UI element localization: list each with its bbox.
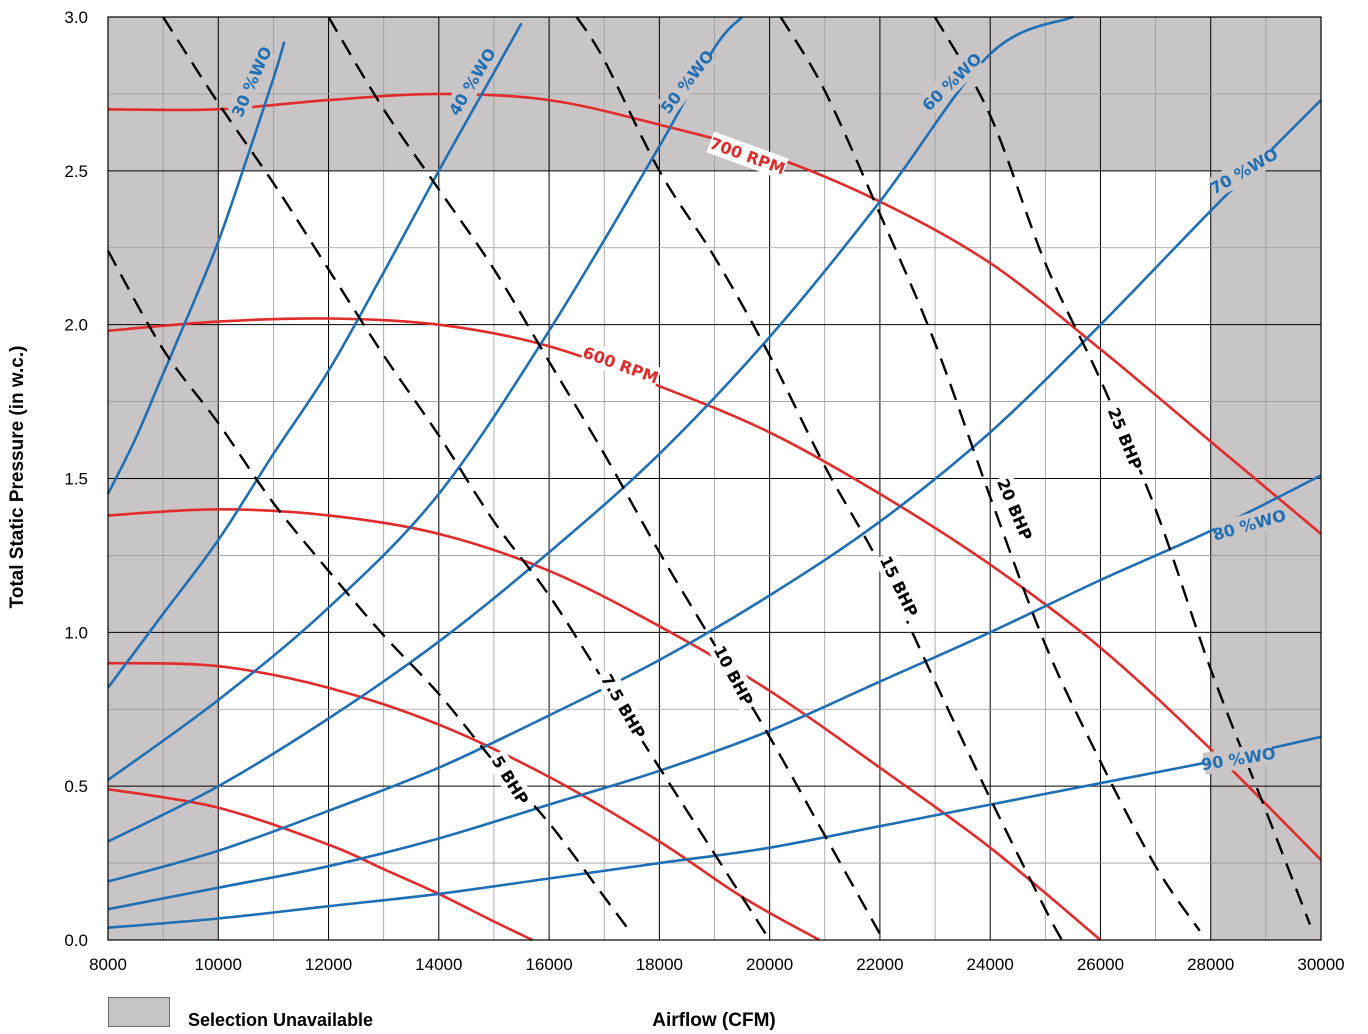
curve-label-15-bhp: 15 BHP [874, 550, 925, 623]
curve-label-20-bhp: 20 BHP [991, 473, 1039, 546]
x-tick-label: 18000 [636, 955, 683, 974]
x-tick-label: 8000 [89, 955, 127, 974]
y-tick-label: 2.5 [64, 162, 88, 181]
x-tick-label: 24000 [967, 955, 1014, 974]
legend-swatch-unavailable [108, 997, 170, 1027]
series-bhp-7-5-bhp [162, 16, 771, 941]
curve-label-background [1208, 143, 1280, 198]
x-tick-label: 10000 [195, 955, 242, 974]
x-tick-label: 28000 [1187, 955, 1234, 974]
series-wo-30-wo [106, 41, 286, 495]
series-wo-40-wo [106, 22, 523, 689]
y-tick-label: 1.0 [64, 623, 88, 642]
series-bhp-10-bhp [327, 16, 881, 935]
series-bhp-5-bhp [106, 250, 633, 935]
legend-label-unavailable: Selection Unavailable [188, 1010, 374, 1030]
series-wo-70-wo [107, 99, 1322, 883]
curve-label-background [706, 131, 789, 180]
curve-label-600-rpm: 600 RPM [579, 340, 662, 389]
curves [106, 15, 1322, 942]
curve-label-background [991, 473, 1039, 546]
series-rpm-600-rpm [107, 317, 1322, 861]
curve-label-background [594, 666, 653, 747]
x-tick-label: 22000 [856, 955, 903, 974]
series-wo-60-wo [107, 15, 1074, 843]
curve-label-background [485, 749, 536, 811]
curve-label-25-bhp: 25 BHP [1102, 402, 1149, 475]
x-tick-label: 12000 [305, 955, 352, 974]
curve-label-text: 7.5 BHP [597, 671, 649, 742]
y-tick-label: 2.0 [64, 316, 88, 335]
x-axis-title: Airflow (CFM) [652, 1010, 775, 1031]
axes: 8000 10000 12000 14000 16000 18000 20000 22000 2… [64, 8, 1344, 974]
curve-label-background [874, 550, 925, 623]
series-rpm-3 [107, 661, 820, 942]
x-tick-label: 14000 [415, 955, 462, 974]
series-rpm-4 [107, 787, 534, 942]
plot-frame [107, 16, 1322, 941]
curve-label-background [579, 340, 662, 389]
x-tick-label: 30000 [1297, 955, 1344, 974]
curve-label-background [919, 49, 985, 114]
series-rpm-2 [107, 507, 1102, 941]
curve-label-background [707, 639, 760, 712]
curve-label-background [1102, 402, 1149, 475]
curve-label-background [444, 46, 500, 117]
series-bhp-20-bhp [779, 16, 1201, 932]
y-tick-label: 0.0 [64, 931, 88, 950]
x-tick-label: 16000 [525, 955, 572, 974]
curve-label-text: 25 BHP [1104, 405, 1146, 473]
series-bhp-15-bhp [575, 16, 1063, 941]
x-tick-label: 26000 [1077, 955, 1124, 974]
curve-label-10-bhp: 10 BHP [707, 639, 760, 712]
series-bhp-25-bhp [933, 16, 1312, 926]
y-axis-title: Total Static Pressure (in w.c.) [7, 346, 28, 609]
curve-label-background [1213, 504, 1286, 545]
curve-label-background [1202, 742, 1275, 775]
curve-label-background [227, 45, 276, 118]
curve-label-text: 20 BHP [993, 476, 1036, 544]
y-tick-label: 1.5 [64, 470, 88, 489]
y-tick-label: 3.0 [64, 8, 88, 27]
x-tick-label: 20000 [746, 955, 793, 974]
grid [108, 17, 1321, 940]
curve-label-background [656, 47, 717, 116]
y-tick-label: 0.5 [64, 777, 88, 796]
series-wo-80-wo [107, 474, 1322, 911]
